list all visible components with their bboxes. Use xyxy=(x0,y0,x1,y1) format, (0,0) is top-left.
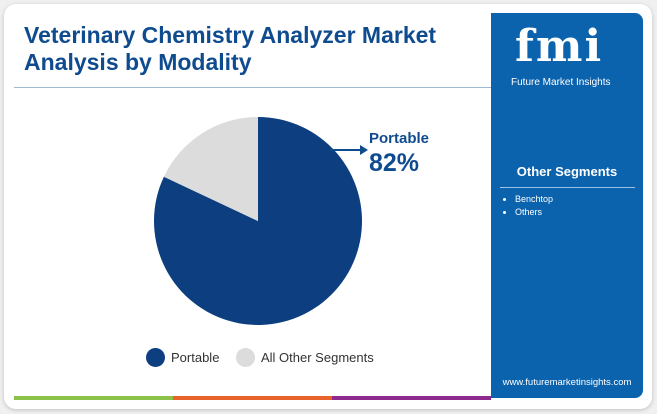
divider xyxy=(500,187,635,188)
callout-label: Portable xyxy=(369,130,430,147)
legend-item-others: All Other Segments xyxy=(236,348,374,367)
logo-subtitle: Future Market Insights xyxy=(511,77,611,88)
arrow-icon xyxy=(330,145,368,155)
other-segments-list: Benchtop Others xyxy=(503,193,553,219)
website-link[interactable]: www.futuremarketinsights.com xyxy=(502,377,632,388)
fmi-logo: fmi xyxy=(515,21,604,72)
accent-bar-purple xyxy=(332,396,491,400)
accent-bar-green xyxy=(14,396,173,400)
accent-bar-orange xyxy=(173,396,332,400)
callout: Portable 82% xyxy=(369,130,429,178)
list-item: Benchtop xyxy=(515,193,553,206)
pie-chart xyxy=(153,117,362,325)
pie-slice-all-other-segments xyxy=(163,117,258,221)
callout-value: 82% xyxy=(369,149,420,177)
divider xyxy=(14,87,491,88)
legend-label: Portable xyxy=(171,350,220,365)
side-panel: fmi Future Market Insights Other Segment… xyxy=(491,13,643,398)
legend-swatch xyxy=(236,348,255,367)
legend-swatch xyxy=(146,348,165,367)
legend-label: All Other Segments xyxy=(261,350,374,365)
legend-item-portable: Portable xyxy=(146,348,219,367)
page-title: Veterinary Chemistry Analyzer Market Ana… xyxy=(24,22,437,75)
other-segments-heading: Other Segments xyxy=(516,164,618,179)
list-item: Others xyxy=(515,206,553,219)
